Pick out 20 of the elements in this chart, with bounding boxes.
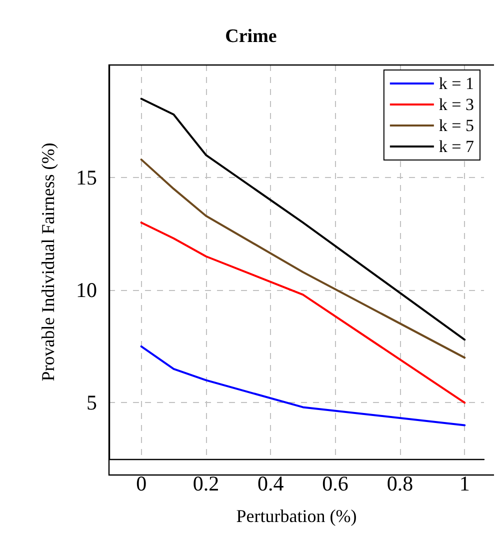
legend-label: k = 7	[438, 137, 474, 156]
x-axis-title: Perturbation (%)	[236, 506, 357, 526]
y-tick-label: 5	[86, 390, 97, 415]
y-tick-label: 10	[76, 278, 97, 302]
legend-label: k = 5	[438, 116, 474, 135]
y-axis-title: Provable Individual Fairness (%)	[38, 142, 58, 382]
y-tick-label: 15	[76, 166, 97, 190]
x-tick-label: 0.6	[322, 472, 348, 496]
x-tick-label: 1	[459, 472, 470, 496]
x-tick-label: 0.8	[386, 472, 414, 496]
line-series	[140, 158, 466, 359]
x-tick-label: 0	[136, 472, 147, 496]
x-tick-label: 0.4	[258, 472, 284, 496]
line-series	[140, 345, 466, 426]
x-tick-label: 0.2	[192, 472, 220, 496]
chart-title: Crime	[225, 26, 277, 47]
line-series	[140, 98, 466, 341]
line-series	[140, 222, 466, 404]
legend-label: k = 3	[438, 95, 474, 114]
legend-label: k = 1	[438, 74, 474, 93]
